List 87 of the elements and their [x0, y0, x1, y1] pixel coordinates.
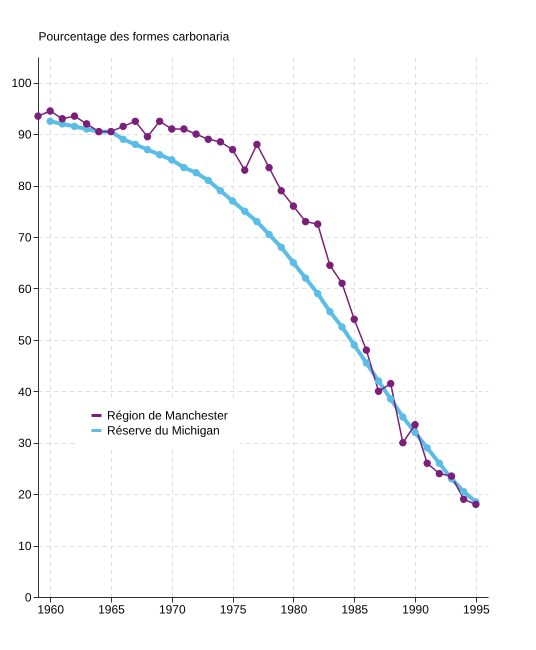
point: [302, 274, 310, 282]
point: [168, 125, 176, 133]
point: [119, 136, 127, 143]
x-tick-label: 1975: [220, 602, 247, 616]
y-tick-label: 70: [18, 230, 32, 244]
point: [58, 115, 66, 122]
point: [132, 118, 140, 125]
x-tick-label: 1990: [402, 602, 430, 616]
x-tick-label: 1995: [462, 602, 490, 616]
x-tick-label: 1960: [37, 602, 64, 616]
point: [265, 230, 273, 238]
y-tick-label: 30: [18, 436, 32, 450]
legend-label: Région de Manchester: [107, 408, 228, 422]
point: [216, 138, 224, 146]
point: [338, 323, 346, 331]
point: [350, 316, 358, 323]
y-tick-label: 40: [18, 384, 32, 399]
point: [374, 388, 382, 395]
point: [460, 496, 468, 503]
point: [82, 120, 90, 128]
point: [386, 395, 394, 403]
point: [241, 208, 248, 215]
point: [399, 439, 407, 446]
point: [302, 218, 310, 226]
point: [362, 359, 370, 367]
point: [411, 428, 419, 436]
point: [338, 280, 346, 287]
point: [436, 460, 444, 467]
y-tick-label: 50: [18, 333, 32, 348]
point: [70, 122, 78, 130]
point: [472, 500, 480, 508]
point: [278, 244, 285, 251]
point: [350, 341, 358, 349]
point: [204, 136, 212, 143]
point: [168, 156, 176, 164]
y-tick-label: 60: [18, 282, 32, 296]
point: [423, 460, 431, 467]
point: [374, 377, 382, 385]
y-tick-label: 10: [18, 539, 32, 554]
x-tick-label: 1985: [341, 602, 368, 616]
point: [411, 421, 419, 428]
point: [399, 413, 407, 421]
point: [156, 118, 164, 125]
point: [46, 118, 54, 125]
y-tick-label: 100: [11, 76, 32, 90]
y-tick-label: 20: [18, 488, 32, 502]
x-tick-label: 1965: [98, 602, 126, 616]
point: [180, 125, 188, 133]
point: [216, 187, 224, 194]
point: [119, 122, 127, 130]
point: [156, 151, 164, 158]
point: [70, 112, 78, 120]
point: [460, 488, 468, 496]
legend-label: Réserve du Michigan: [107, 424, 220, 438]
point: [34, 112, 42, 120]
point: [180, 164, 188, 172]
point: [448, 472, 456, 480]
point: [204, 176, 212, 184]
point: [253, 218, 261, 226]
point: [326, 308, 334, 316]
point: [314, 290, 322, 298]
point: [362, 346, 370, 354]
y-tick-label: 0: [24, 590, 32, 604]
point: [144, 146, 152, 154]
point: [265, 164, 273, 172]
y-tick-label: 90: [18, 128, 32, 142]
point: [290, 259, 298, 266]
y-axis-title: Pourcentage des formes carbonaria: [38, 30, 230, 44]
y-tick-label: 80: [18, 179, 32, 194]
point: [132, 140, 140, 148]
point: [241, 166, 248, 174]
point: [192, 130, 200, 138]
x-tick-label: 1980: [280, 602, 308, 616]
point: [228, 197, 236, 205]
point: [314, 220, 322, 228]
point: [192, 169, 200, 176]
point: [326, 262, 334, 269]
point: [144, 133, 152, 140]
point: [278, 187, 285, 194]
point: [253, 140, 261, 148]
x-tick-label: 1970: [158, 602, 186, 616]
point: [228, 146, 236, 154]
point: [46, 107, 54, 115]
point: [386, 380, 394, 388]
point: [290, 202, 298, 210]
point: [436, 470, 444, 478]
point: [423, 444, 431, 452]
